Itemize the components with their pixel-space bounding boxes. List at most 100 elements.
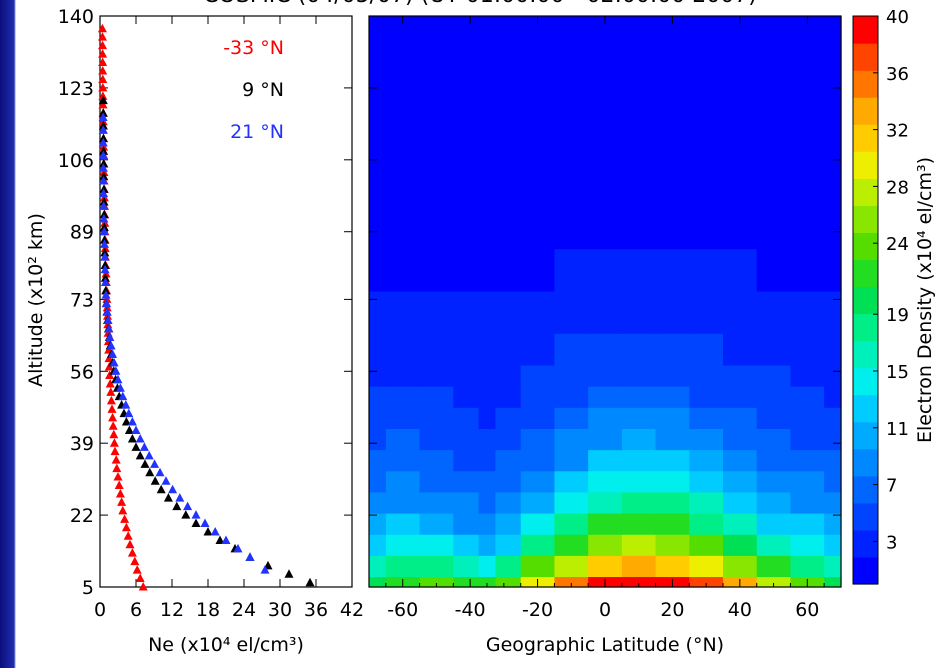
heatmap-cell — [723, 164, 758, 207]
profile-marker-south-33 — [109, 429, 119, 439]
profile-marker-south-33 — [135, 573, 145, 583]
density-heatmap-cells — [369, 16, 842, 588]
heatmap-cell — [385, 333, 421, 366]
profile-marker-south-33 — [98, 91, 108, 100]
heatmap-cell — [588, 428, 623, 451]
heatmap-cell — [419, 206, 454, 250]
heatmap-cell — [495, 428, 522, 451]
heatmap-cell — [495, 491, 522, 514]
profile-marker-north-9 — [191, 518, 201, 528]
profile-marker-north-21 — [103, 315, 113, 325]
heatmap-cell — [655, 534, 690, 556]
profile-marker-north-9 — [140, 459, 150, 468]
profile-marker-north-21 — [100, 252, 110, 261]
heatmap-cell — [790, 555, 825, 578]
heatmap-cell — [790, 386, 825, 408]
profile-axis-ticks: 0 6 12 18 24 30 36 42 5 22 39 56 73 89 106 123 140 — [58, 6, 364, 621]
profile-legend: -33 °N 9 °N 21 °N — [223, 37, 284, 143]
heatmap-cell — [369, 449, 387, 472]
heatmap-cell — [689, 576, 724, 588]
colorbar-swatch — [853, 178, 878, 206]
profile-marker-south-33 — [118, 505, 128, 515]
heatmap-cell — [655, 16, 690, 38]
colorbar-swatch — [853, 286, 878, 315]
heatmap-cell — [588, 248, 623, 292]
heatmap-cell — [478, 164, 497, 207]
profile-marker-north-21 — [104, 323, 114, 333]
latitude-x-tick-label: 40 — [728, 599, 752, 621]
profile-marker-south-33 — [98, 57, 108, 67]
heatmap-cell — [621, 333, 657, 366]
heatmap-cell — [520, 386, 556, 408]
heatmap-cell — [453, 16, 480, 38]
heatmap-cell — [689, 364, 724, 387]
profile-legend-entry: 9 °N — [242, 79, 284, 101]
heatmap-cell — [385, 407, 421, 429]
profile-marker-north-9 — [99, 209, 109, 219]
heatmap-cell — [621, 16, 657, 38]
heatmap-cell — [478, 407, 497, 429]
colorbar-swatch — [853, 16, 878, 44]
colorbar-swatch — [853, 205, 878, 233]
heatmap-cell — [369, 555, 387, 578]
profile-marker-south-33 — [125, 539, 135, 549]
heatmap-cell — [790, 534, 825, 556]
colorbar-swatch — [853, 97, 878, 125]
heatmap-cell — [419, 576, 454, 588]
heatmap-cell — [621, 555, 657, 578]
heatmap-cell — [621, 386, 657, 408]
heatmap-cell — [419, 248, 454, 292]
heatmap-cell — [824, 407, 842, 429]
heatmap-cell — [756, 290, 792, 334]
profile-marker-north-9 — [203, 527, 213, 536]
heatmap-cell — [588, 555, 623, 578]
profile-marker-north-9 — [156, 484, 166, 494]
profile-marker-north-9 — [150, 476, 160, 485]
profile-marker-north-21 — [175, 493, 185, 502]
heatmap-cell — [453, 364, 480, 387]
heatmap-cell — [824, 206, 842, 250]
heatmap-cell — [478, 37, 497, 81]
profile-marker-south-33 — [108, 412, 118, 422]
colorbar-tick-label: 24 — [886, 234, 909, 255]
heatmap-cell — [495, 206, 522, 250]
heatmap-cell — [453, 576, 480, 588]
heatmap-cell — [478, 555, 497, 578]
heatmap-cell — [756, 491, 792, 514]
profile-marker-south-33 — [98, 74, 108, 83]
heatmap-cell — [588, 121, 623, 165]
heatmap-cell — [478, 79, 497, 123]
heatmap-cell — [824, 576, 842, 588]
heatmap-cell — [478, 16, 497, 38]
profile-marker-north-21 — [98, 175, 108, 185]
heatmap-cell — [453, 206, 480, 250]
heatmap-cell — [369, 364, 387, 387]
heatmap-cell — [655, 555, 690, 578]
profile-marker-south-33 — [120, 514, 130, 523]
profile-marker-south-33 — [98, 49, 108, 58]
heatmap-cell — [419, 79, 454, 123]
heatmap-cell — [621, 121, 657, 165]
heatmap-cell — [588, 79, 623, 123]
heatmap-cell — [723, 512, 758, 535]
colorbar-ticks: 40 36 32 28 24 19 15 11 7 3 — [873, 7, 909, 553]
heatmap-cell — [495, 576, 522, 588]
heatmap-cell — [495, 333, 522, 366]
heatmap-cell — [588, 534, 623, 556]
heatmap-cell — [756, 333, 792, 366]
heatmap-cell — [554, 491, 589, 514]
colorbar-tick-label: 36 — [886, 64, 909, 85]
colorbar-swatch — [853, 313, 878, 342]
heatmap-cell — [520, 407, 556, 429]
heatmap-cell — [453, 121, 480, 165]
heatmap-cell — [495, 290, 522, 334]
heatmap-cell — [621, 164, 657, 207]
colorbar-swatch — [853, 124, 878, 152]
profile-x-axis-label: Ne (x10⁴ el/cm³) — [148, 634, 304, 656]
heatmap-cell — [790, 164, 825, 207]
heatmap-cell — [385, 206, 421, 250]
heatmap-cell — [621, 512, 657, 535]
heatmap-cell — [588, 470, 623, 493]
colorbar-tick-label: 15 — [886, 362, 909, 383]
